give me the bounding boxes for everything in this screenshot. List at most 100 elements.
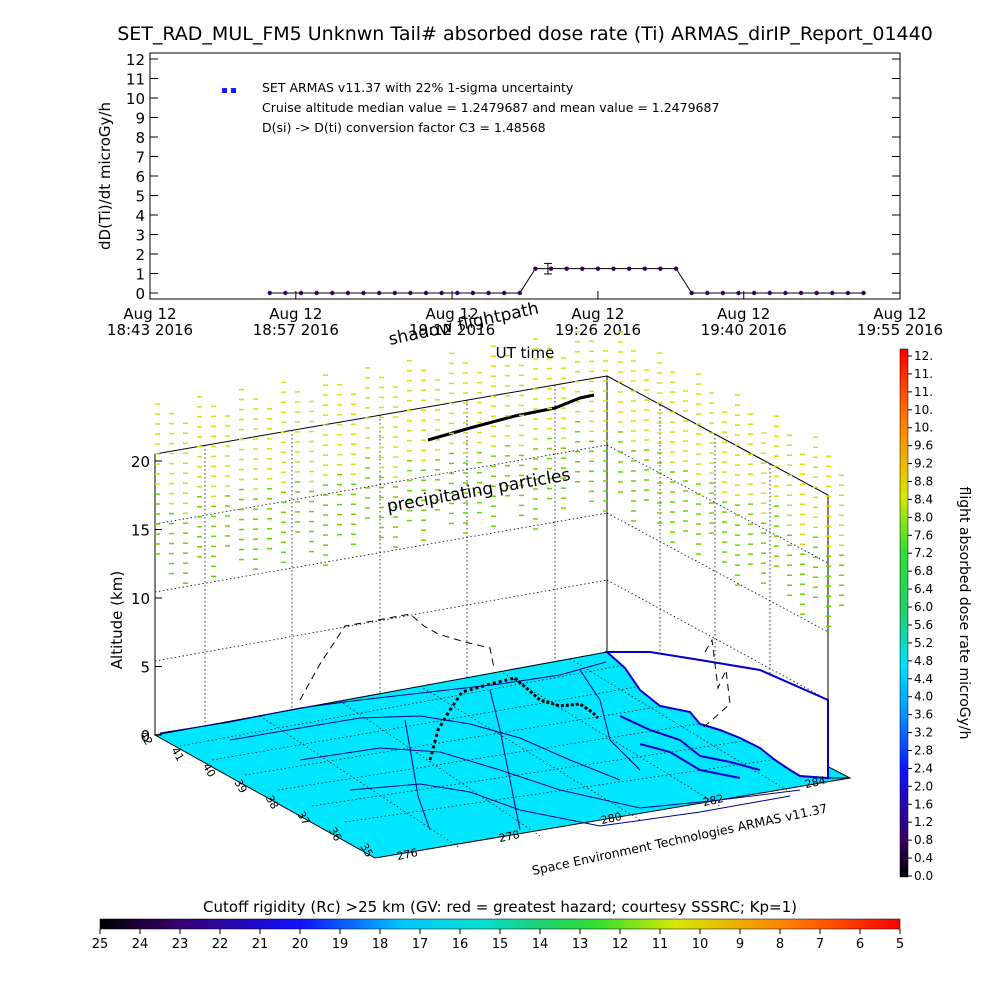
- y-tick-label: 3: [135, 227, 145, 245]
- legend-marker: [222, 88, 227, 93]
- data-point: [470, 290, 476, 296]
- dose-rate-colorbar-gradient: [899, 348, 909, 878]
- x-tick-label-time: 19:12 2016: [409, 321, 495, 339]
- colorbar-tick-label: 2.8: [914, 743, 933, 757]
- colorbar-tick-label: 4.8: [914, 654, 933, 668]
- colorbar-tick-label: 25: [92, 937, 109, 952]
- colorbar-tick-label: 9: [736, 937, 744, 952]
- y-tick-label: 5: [135, 188, 145, 206]
- colorbar-tick-label: 10: [692, 937, 709, 952]
- colorbar-tick-label: 19: [332, 937, 349, 952]
- data-point: [611, 266, 616, 271]
- data-point: [580, 266, 585, 271]
- y-tick-label: 11: [126, 71, 145, 89]
- data-point: [408, 290, 413, 296]
- top-plot-x-axis-label: UT time: [496, 344, 555, 362]
- y-tick-label: 1: [135, 266, 145, 284]
- data-point: [517, 290, 522, 296]
- colorbar-tick-label: 7.6: [914, 528, 933, 542]
- latitude-tick-label: 38: [263, 793, 281, 812]
- cutoff-rigidity-colorbar-label: Cutoff rigidity (Rc) >25 km (GV: red = g…: [203, 898, 797, 916]
- legend-entry: SET ARMAS v11.37 with 22% 1-sigma uncert…: [262, 80, 574, 95]
- data-point: [720, 290, 726, 296]
- latitude-tick-label: 40: [200, 761, 218, 780]
- y-tick-label: 4: [135, 207, 145, 225]
- y-tick-label: 0: [135, 285, 145, 303]
- colorbar-tick-label: 10.: [914, 403, 933, 417]
- colorbar-tick-label: 0.0: [914, 869, 933, 883]
- data-point: [705, 290, 710, 296]
- data-point: [736, 290, 741, 296]
- colorbar-tick-label: 3.2: [914, 726, 933, 740]
- data-point: [314, 290, 319, 296]
- precipitating-particles: [155, 331, 844, 628]
- y-tick-label: 12: [126, 51, 145, 69]
- data-point: [283, 290, 288, 296]
- data-point: [861, 290, 866, 296]
- colorbar-tick-label: 24: [132, 937, 149, 952]
- data-point: [767, 290, 772, 296]
- legend-marker: [231, 88, 236, 93]
- dose-rate-colorbar-ticks: 0.0 0.4 0.8 1.2 1.6 2.0 2.4 2.8 3.2 3.6 4.0 4.4 4.8 5…: [908, 349, 933, 883]
- longitude-tick-label: 280: [600, 810, 623, 827]
- top-plot-legend: SET ARMAS v11.37 with 22% 1-sigma uncert…: [222, 80, 719, 135]
- x-tick-label-time: 18:43 2016: [107, 321, 193, 339]
- data-point: [267, 290, 272, 296]
- altitude-tick-label: 20: [131, 453, 150, 471]
- latitude-tick-label: 39: [231, 777, 249, 796]
- colorbar-tick-label: 7.2: [914, 546, 933, 560]
- data-point: [298, 290, 304, 296]
- colorbar-tick-label: 9.2: [914, 457, 933, 471]
- data-point: [845, 290, 851, 296]
- colorbar-tick-label: 20: [292, 937, 309, 952]
- colorbar-tick-label: 8.4: [914, 492, 933, 506]
- legend-median-mean: Cruise altitude median value = 1.2479687…: [262, 100, 719, 115]
- colorbar-tick-label: 22: [212, 937, 229, 952]
- data-point: [830, 290, 835, 296]
- altitude-tick-label: 10: [131, 590, 150, 608]
- colorbar-tick-label: 10.: [914, 421, 933, 435]
- longitude-tick-label: 278: [498, 828, 521, 845]
- colorbar-tick-label: 6.0: [914, 600, 933, 614]
- colorbar-tick-label: 4.0: [914, 690, 933, 704]
- y-tick-label: 9: [135, 110, 145, 128]
- colorbar-tick-label: 6: [856, 937, 864, 952]
- data-point: [783, 290, 788, 296]
- y-tick-label: 2: [135, 246, 145, 264]
- colorbar-tick-label: 13: [572, 937, 589, 952]
- data-point: [376, 290, 382, 296]
- colorbar-tick-label: 0.8: [914, 833, 933, 847]
- colorbar-tick-label: 14: [532, 937, 549, 952]
- longitude-tick-label: 284: [804, 774, 827, 791]
- longitude-ticks: 276 278 280 282 284: [396, 774, 827, 863]
- colorbar-tick-label: 0.4: [914, 851, 933, 865]
- colorbar-tick-label: 8.0: [914, 510, 933, 524]
- data-point: [392, 290, 397, 296]
- back-wall-right: [606, 375, 829, 778]
- data-point: [501, 290, 507, 296]
- dose-rate-colorbar: 0.0 0.4 0.8 1.2 1.6 2.0 2.4 2.8 3.2 3.6 4.0 4.4 4.8 5…: [899, 348, 972, 883]
- map-grid: [179, 658, 806, 849]
- colorbar-tick-label: 23: [172, 937, 189, 952]
- colorbar-tick-label: 18: [372, 937, 389, 952]
- legend-conversion-factor: D(si) -> D(ti) conversion factor C3 = 1.…: [262, 120, 546, 135]
- colorbar-tick-label: 2.4: [914, 761, 933, 775]
- cutoff-rigidity-colorbar: Cutoff rigidity (Rc) >25 km (GV: red = g…: [92, 898, 904, 952]
- data-point: [330, 290, 335, 296]
- data-point: [642, 266, 647, 271]
- colorbar-tick-label: 5.6: [914, 618, 933, 632]
- latitude-tick-label: 37: [294, 809, 312, 828]
- x-tick-label-date: Aug 12: [426, 305, 479, 323]
- x-tick-label-time: 19:55 2016: [857, 321, 943, 339]
- data-point: [673, 266, 679, 271]
- latitude-tick-label: 36: [326, 825, 344, 844]
- series-line: [269, 268, 864, 294]
- data-point: [455, 290, 460, 296]
- colorbar-tick-label: 17: [412, 937, 429, 952]
- colorbar-tick-label: 11.: [914, 367, 933, 381]
- shadow-flightpath: [299, 613, 731, 731]
- x-tick-label-date: Aug 12: [123, 305, 176, 323]
